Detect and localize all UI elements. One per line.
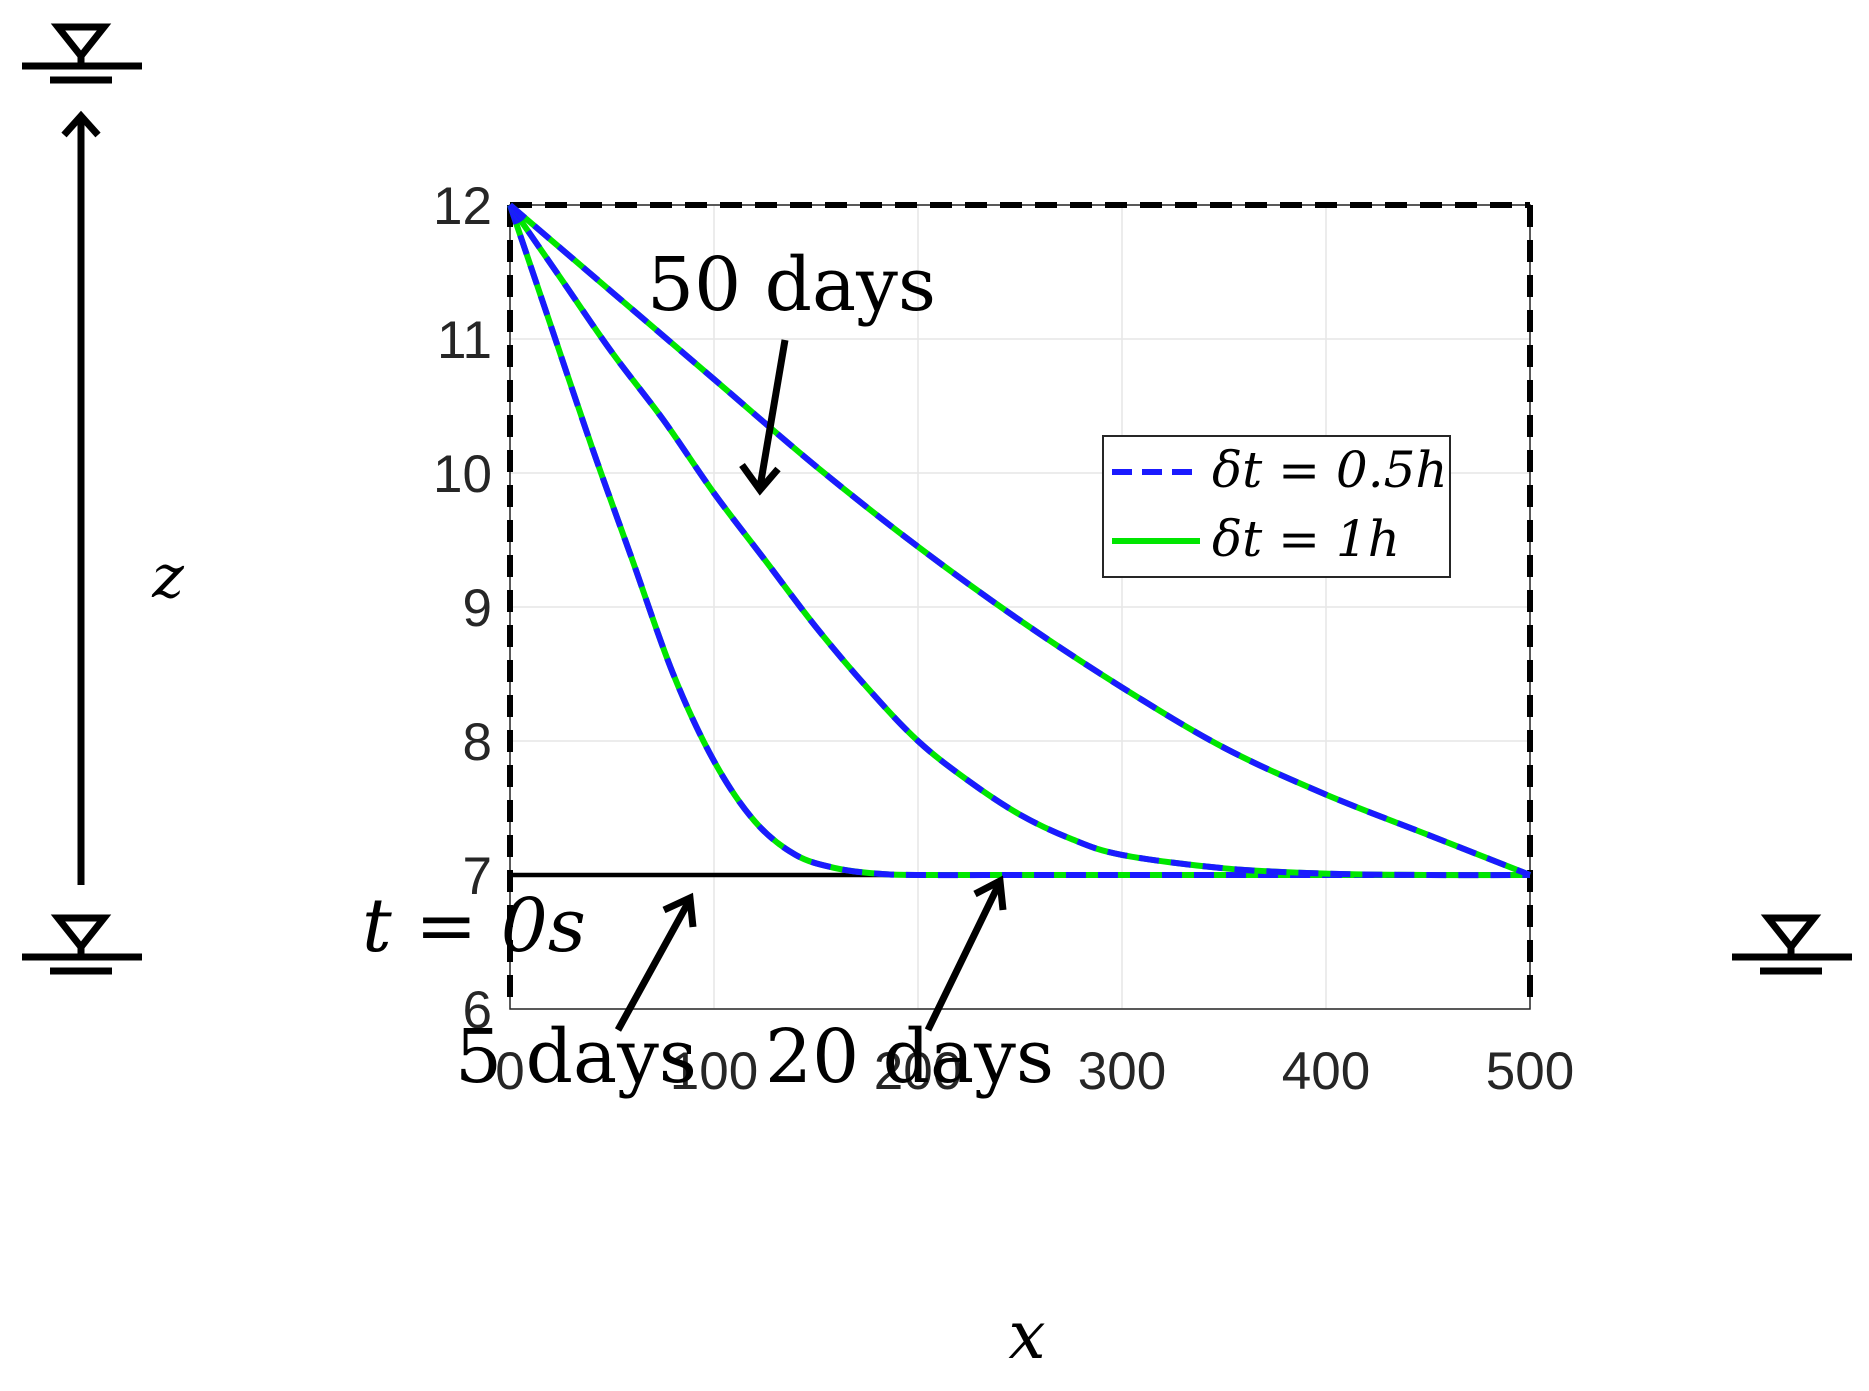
water-level-icon-top: [22, 23, 142, 84]
series-50-days-dt05: [508, 202, 1532, 878]
x-tick-label-2: 200: [874, 1042, 962, 1101]
x-axis-label: x: [1008, 1297, 1045, 1374]
arrow-5-days: [614, 892, 697, 1032]
z-axis-arrow: [61, 110, 101, 885]
annotation-50-days: 50 days: [647, 242, 936, 328]
x-tick-label-3: 300: [1078, 1042, 1166, 1101]
annotation-5-days: 5 days: [455, 1014, 697, 1100]
legend: δt = 0.5h δt = 1h: [1102, 435, 1451, 578]
y-tick-label-3: 9: [463, 579, 492, 638]
y-tick-labels: 6 7 8 9 10 11 12: [433, 177, 492, 1040]
y-axis-label: z: [151, 542, 184, 612]
legend-label-dt05: δt = 0.5h: [1212, 441, 1448, 499]
y-tick-label-5: 11: [437, 311, 492, 370]
legend-box: [1102, 435, 1451, 578]
x-tick-label-4: 400: [1282, 1042, 1370, 1101]
annotation-20-days: 20 days: [765, 1014, 1054, 1100]
arrow-50-days: [739, 339, 789, 496]
x-tick-labels: 0 100 200 300 400 500: [495, 1042, 1574, 1101]
y-tick-label-0: 6: [463, 981, 492, 1040]
y-tick-label-6: 12: [433, 177, 492, 236]
water-level-icon-right: [1732, 914, 1852, 975]
x-tick-label-5: 500: [1486, 1042, 1574, 1101]
legend-label-dt1: δt = 1h: [1212, 510, 1400, 568]
series-5-days-dt05: [507, 204, 1530, 879]
plot-lines: [507, 202, 1532, 879]
x-tick-label-1: 100: [670, 1042, 758, 1101]
left-boundary: z: [22, 23, 184, 975]
y-tick-label-4: 10: [433, 445, 492, 504]
series-20-days-dt05: [507, 203, 1531, 879]
annotations: 50 days 5 days 20 days t = 0s: [362, 242, 1054, 1100]
y-tick-label-2: 8: [463, 713, 492, 772]
arrow-20-days: [924, 875, 1007, 1032]
water-level-icon-bottom: [22, 914, 142, 975]
y-tick-label-1: 7: [463, 847, 492, 906]
x-tick-label-0: 0: [495, 1042, 524, 1101]
annotation-initial-condition: t = 0s: [362, 883, 586, 969]
